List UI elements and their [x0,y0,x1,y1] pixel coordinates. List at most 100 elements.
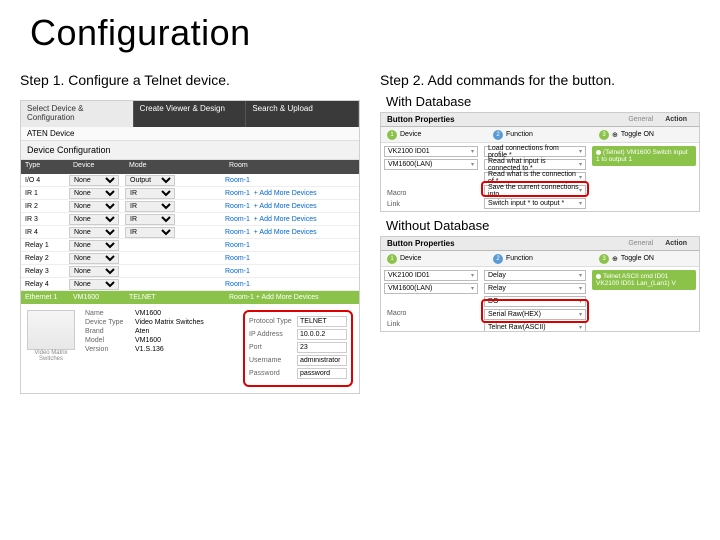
eth-room: Room-1 + Add More Devices [229,294,359,301]
panel-step-header: 1Device 2Function 3⊕Toggle ON [381,127,699,143]
device-vk2100[interactable]: VK2100 ID01 [384,270,478,281]
device-row[interactable]: IR 1NoneIRRoom-1 + Add More Devices [21,187,359,200]
function-item[interactable]: Read what input is connected to * [484,159,586,170]
protocol-input[interactable] [297,355,347,366]
th-type: Type [21,160,69,174]
link-link[interactable]: Link [384,199,478,210]
step1-label: Step 1. Configure a Telnet device. [20,72,360,88]
protocol-row: Password [249,368,347,379]
function-item[interactable]: Telnet Raw(ASCII) [484,322,586,332]
slide-title: Configuration [0,0,720,72]
mode-select[interactable]: Output [125,175,175,186]
mode-select[interactable]: IR [125,227,175,238]
action-green-item[interactable]: Telnet ASCII cmd ID01 VK2100 ID01 Lan_(L… [592,270,696,290]
form-row: ModelVM1600 [85,337,233,344]
tab-general[interactable]: General [622,115,659,124]
topnav-tab-search-upload[interactable]: Search & Upload [246,101,359,127]
device-vk2100[interactable]: VK2100 ID01 [384,146,478,157]
device-row[interactable]: Relay 3NoneRoom-1 [21,265,359,278]
device-vm1600[interactable]: VM1600(LAN) [384,159,478,170]
device-row[interactable]: IR 2NoneIRRoom-1 + Add More Devices [21,200,359,213]
col-toggle: Toggle ON [621,131,654,138]
device-thumbnail [27,310,75,350]
function-item[interactable]: Delay [484,270,586,281]
device-row[interactable]: Relay 2NoneRoom-1 [21,252,359,265]
protocol-input[interactable] [297,316,347,327]
link-link[interactable]: Link [384,319,478,330]
col-device: Device [400,131,421,138]
device-select[interactable]: None [69,201,119,212]
device-select[interactable]: None [69,175,119,186]
device-select[interactable]: None [69,188,119,199]
panel-step-header: 1Device 2Function 3⊕Toggle ON [381,251,699,267]
form-row: BrandAten [85,328,233,335]
device-select[interactable]: None [69,214,119,225]
macro-link[interactable]: Macro [384,308,478,319]
device-select[interactable]: None [69,253,119,264]
col-device: Device [400,255,421,262]
function-item[interactable]: Read what is the connection of * [484,172,586,183]
action-result: (Telnet) VM1600 Switch input 1 to output… [589,143,699,212]
form-row: VersionV1.S.136 [85,346,233,353]
breadcrumb: ATEN Device [21,127,359,141]
device-row[interactable]: IR 3NoneIRRoom-1 + Add More Devices [21,213,359,226]
tab-action[interactable]: Action [659,115,693,124]
device-select[interactable]: None [69,266,119,277]
step1-topnav: Select Device & Configuration Create Vie… [21,101,359,127]
eth-type: Ethernet 1 [25,294,73,301]
panel-title: Button Properties [387,115,455,124]
macro-link[interactable]: Macro [384,188,478,199]
topnav-tab-create-viewer[interactable]: Create Viewer & Design [134,101,247,127]
step1-column: Step 1. Configure a Telnet device. Selec… [20,72,360,394]
protocol-row: Protocol Type [249,316,347,327]
device-vm1600[interactable]: VM1600(LAN) [384,283,478,294]
protocol-input[interactable] [297,368,347,379]
device-select[interactable]: None [69,240,119,251]
eth-device: VM1600 [73,294,129,301]
form-row: NameVM1600 [85,310,233,317]
protocol-row: Username [249,355,347,366]
function-item[interactable]: Switch input * to output * [484,198,586,209]
device-row[interactable]: IR 4NoneIRRoom-1 + Add More Devices [21,226,359,239]
device-row[interactable]: I/O 4NoneOutputRoom-1 [21,174,359,187]
device-row[interactable]: Relay 1NoneRoom-1 [21,239,359,252]
function-item[interactable]: Serial Raw(HEX) [484,309,586,320]
thumb-caption: Video Matrix Switches [27,350,75,362]
protocol-input[interactable] [297,329,347,340]
th-mode: Mode [125,160,225,174]
topnav-tab-select-device[interactable]: Select Device & Configuration [21,101,134,127]
mode-select[interactable]: IR [125,188,175,199]
function-item[interactable]: Load connections from profile * [484,146,586,157]
device-form-right: Protocol TypeIP AddressPortUsernamePassw… [243,310,353,387]
step1-panel: Select Device & Configuration Create Vie… [20,100,360,394]
function-list: Delay Relay DO Serial Raw(HEX) Telnet Raw(AS… [481,267,589,332]
device-select[interactable]: None [69,279,119,290]
action-result: Telnet ASCII cmd ID01 VK2100 ID01 Lan_(L… [589,267,699,332]
panel-without-database: Button Properties General Action 1Device… [380,236,700,332]
function-item[interactable]: Save the current connections into [484,185,586,196]
tab-general[interactable]: General [622,239,659,248]
device-row[interactable]: Relay 4NoneRoom-1 [21,278,359,291]
setflag-link[interactable]: Set Flag [384,210,478,212]
with-db-label: With Database [386,94,700,109]
protocol-row: IP Address [249,329,347,340]
device-table-body: I/O 4NoneOutputRoom-1 IR 1NoneIRRoom-1 +… [21,174,359,291]
setflag-link[interactable]: Set Flag [384,330,478,332]
th-device: Device [69,160,125,174]
action-green-item[interactable]: (Telnet) VM1600 Switch input 1 to output… [592,146,696,166]
protocol-input[interactable] [297,342,347,353]
function-item[interactable]: DO [484,296,586,307]
panel-title: Button Properties [387,239,455,248]
device-table-header: Type Device Mode Room [21,160,359,174]
function-item[interactable]: Relay [484,283,586,294]
mode-select[interactable]: IR [125,201,175,212]
section-heading: Device Configuration [21,141,359,160]
form-row: Device TypeVideo Matrix Switches [85,319,233,326]
col-function: Function [506,131,533,138]
device-detail-pane: Video Matrix Switches NameVM1600 Device T… [21,304,359,393]
device-select[interactable]: None [69,227,119,238]
mode-select[interactable]: IR [125,214,175,225]
col-toggle: Toggle ON [621,255,654,262]
device-row-ethernet[interactable]: Ethernet 1 VM1600 TELNET Room-1 + Add Mo… [21,291,359,304]
tab-action[interactable]: Action [659,239,693,248]
